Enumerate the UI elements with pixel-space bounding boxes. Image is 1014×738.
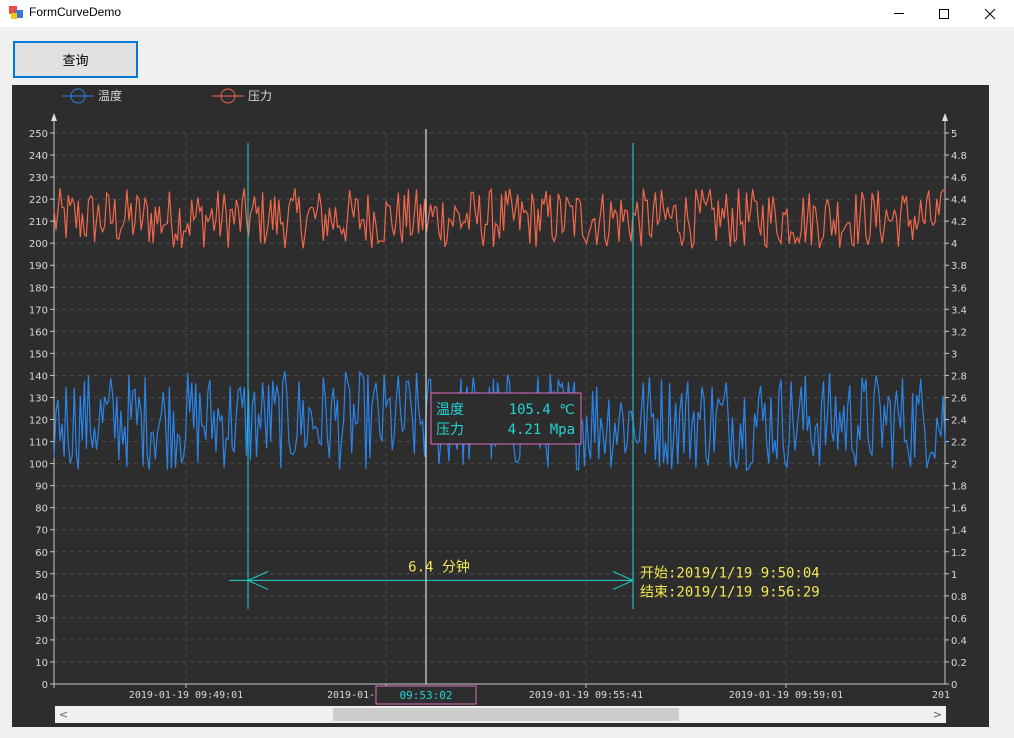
left-axis-tick-label: 240 [29,151,48,162]
left-axis-tick-label: 140 [29,371,48,382]
app-icon [9,6,23,20]
right-axis-tick-label: 3.8 [951,261,967,272]
close-button[interactable] [967,0,1013,27]
scroll-left-arrow-icon[interactable]: < [58,708,69,721]
right-axis-tick-label: 2.8 [951,371,967,382]
legend-label: 压力 [248,89,272,103]
left-axis-tick-label: 230 [29,173,48,184]
window-title: FormCurveDemo [29,5,122,19]
right-axis-tick-label: 0.2 [951,658,967,669]
right-axis-tick-label: 2.4 [951,416,967,427]
left-axis-tick-label: 10 [35,658,48,669]
right-axis-tick-label: 2.6 [951,393,967,404]
right-axis-arrow-icon [942,113,948,121]
right-axis-tick-label: 4 [951,239,957,250]
right-axis-tick-label: 0.8 [951,592,967,603]
right-axis-tick-label: 5 [951,129,957,140]
right-axis-tick-label: 1 [951,570,957,581]
crosshair-time-label: 09:53:02 [400,689,453,702]
right-axis-tick-label: 4.8 [951,151,967,162]
right-axis-tick-label: 4.2 [951,217,967,228]
right-axis-tick-label: 0 [951,680,957,691]
left-axis-tick-label: 60 [35,548,48,559]
legend-marker-icon [70,88,86,104]
minimize-icon [894,13,904,14]
tooltip-series-name: 温度 [436,402,464,418]
left-axis-tick-label: 70 [35,526,48,537]
left-axis-tick-label: 80 [35,504,48,515]
x-axis-tick-label: 2019-01- [327,690,375,701]
maximize-icon [939,8,949,19]
x-axis-tick-label: 2019-01-19 09:59:01 [729,690,843,701]
right-axis-tick-label: 1.8 [951,482,967,493]
right-axis-tick-label: 4.6 [951,173,967,184]
left-axis-tick-label: 160 [29,327,48,338]
measure-start-label: 开始:2019/1/19 9:50:04 [640,565,820,581]
x-axis-tick-label: 2019-01-19 09:49:01 [129,690,243,701]
right-axis-tick-label: 3 [951,349,957,360]
left-axis-tick-label: 170 [29,305,48,316]
query-button[interactable]: 查询 [13,41,138,78]
left-axis-tick-label: 40 [35,592,48,603]
left-axis-tick-label: 150 [29,349,48,360]
pressure-series-line [53,188,946,249]
left-axis-arrow-icon [51,113,57,121]
left-axis-tick-label: 220 [29,195,48,206]
x-axis-tick-label: 2019-01-19 09:55:41 [529,690,643,701]
right-axis-tick-label: 1.6 [951,504,967,515]
arrow-right-icon [612,570,635,590]
left-axis-tick-label: 120 [29,416,48,427]
arrow-left-icon [246,570,269,590]
right-axis-tick-label: 4.4 [951,195,967,206]
left-axis-tick-label: 180 [29,283,48,294]
right-axis-tick-label: 2.2 [951,438,967,449]
measure-end-label: 结束:2019/1/19 9:56:29 [640,584,820,600]
left-axis-tick-label: 130 [29,393,48,404]
left-axis-tick-label: 200 [29,239,48,250]
chart-canvas[interactable]: 0102030405060708090100110120130140150160… [12,85,989,727]
x-axis-tick-label: 201 [932,690,950,701]
tooltip-series-value: 4.21 Mpa [508,422,575,438]
left-axis-tick-label: 210 [29,217,48,228]
title-bar: FormCurveDemo [0,0,1014,27]
left-axis-tick-label: 20 [35,636,48,647]
crosshair-tooltip [430,392,582,445]
tooltip-series-name: 压力 [436,422,464,438]
right-axis-tick-label: 1.2 [951,548,967,559]
left-axis-tick-label: 100 [29,460,48,471]
scroll-right-arrow-icon[interactable]: > [932,708,943,721]
right-axis-tick-label: 0.4 [951,636,967,647]
legend-marker-icon [220,88,236,104]
right-axis-tick-label: 2 [951,460,957,471]
right-axis-tick-label: 3.2 [951,327,967,338]
tooltip-series-value: 105.4 ℃ [509,402,575,418]
maximize-button[interactable] [921,0,967,27]
left-axis-tick-label: 110 [29,438,48,449]
measure-duration-label: 6.4 分钟 [408,558,470,575]
left-axis-tick-label: 190 [29,261,48,272]
left-axis-tick-label: 0 [42,680,48,691]
minimize-button[interactable] [876,0,922,27]
left-axis-tick-label: 250 [29,129,48,140]
crosshair-time-box [375,685,477,705]
close-icon [984,8,996,19]
right-axis-tick-label: 3.6 [951,283,967,294]
curve-chart[interactable]: 0 10 20 30 40 50 60 70 80 90 100 110 120 130 140 150 160… [12,85,989,727]
scroll-thumb[interactable] [333,708,679,721]
right-axis-tick-label: 0.6 [951,614,967,625]
left-axis-tick-label: 30 [35,614,48,625]
right-axis-tick-label: 1.4 [951,526,967,537]
legend-label: 温度 [98,88,122,103]
left-axis-tick-label: 50 [35,570,48,581]
right-axis-tick-label: 3.4 [951,305,967,316]
horizontal-scrollbar[interactable]: < > [55,706,946,723]
window-background-strip [989,85,1014,738]
left-axis-tick-label: 90 [35,482,48,493]
